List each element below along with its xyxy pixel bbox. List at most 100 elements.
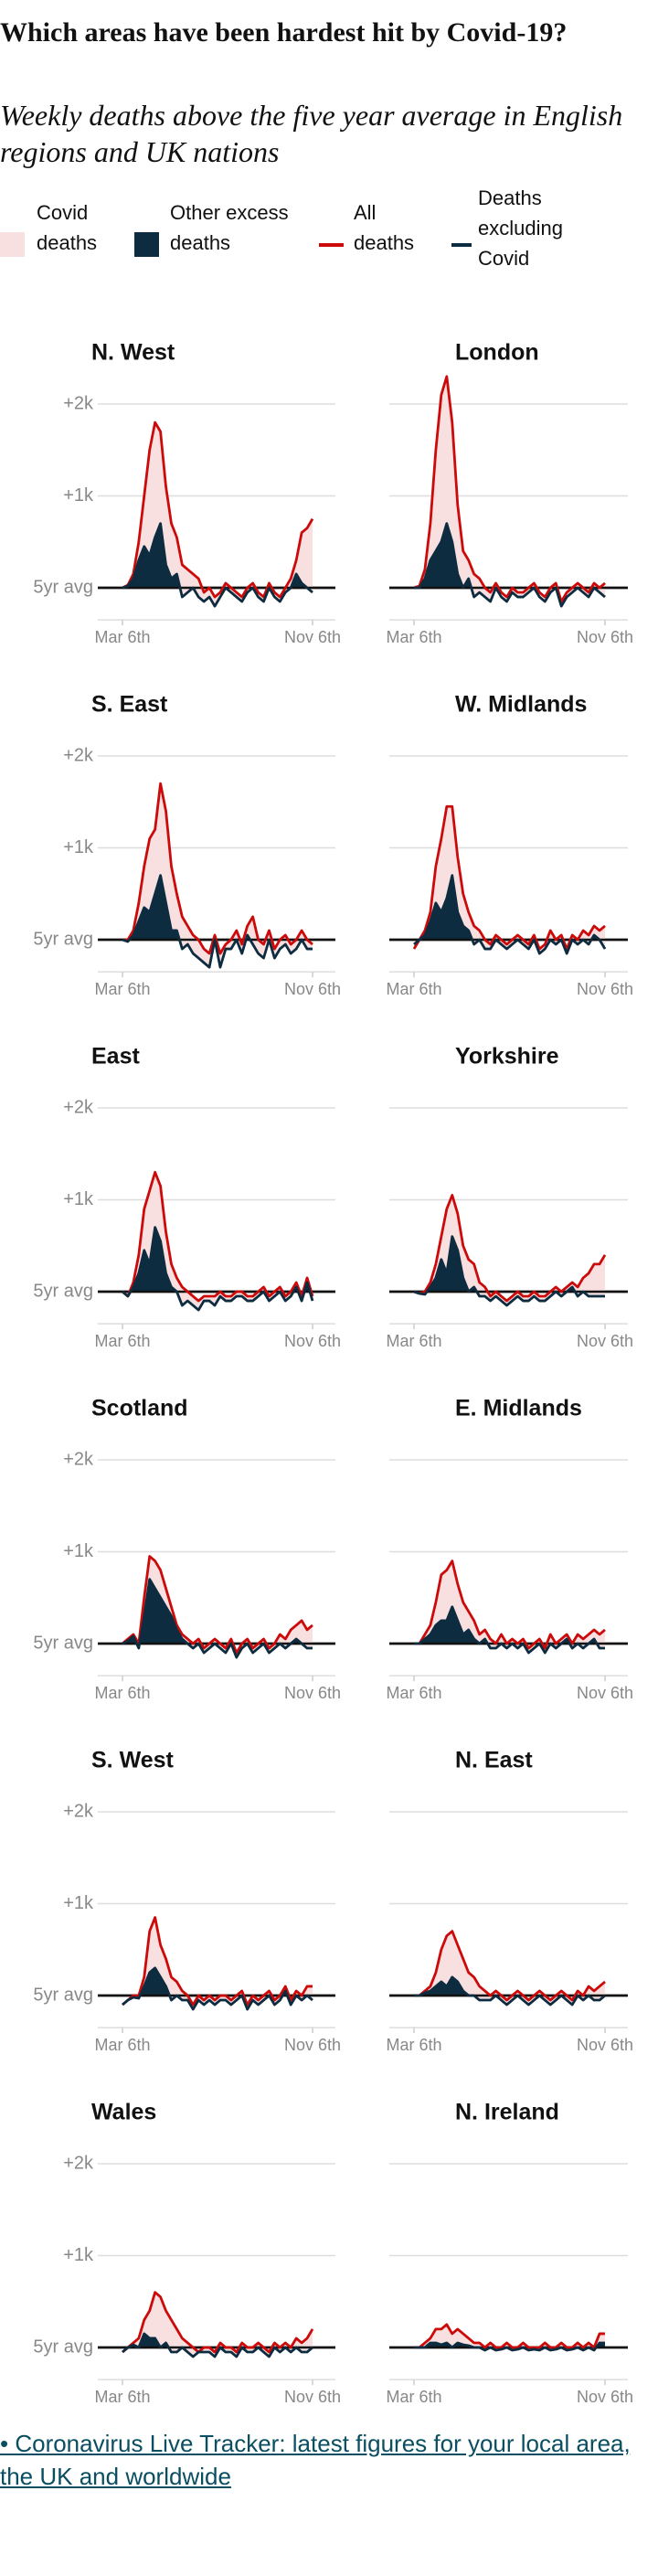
panel-title: Yorkshire (455, 1044, 559, 1070)
panel-title: S. East (91, 692, 168, 718)
series-line (122, 1555, 313, 1655)
y-tick-label: +2k (63, 745, 94, 765)
legend-swatch (0, 232, 25, 257)
series-line (414, 2341, 605, 2352)
x-tick-label: Nov 6th (284, 1332, 341, 1350)
y-tick-label: +1k (63, 485, 94, 506)
x-tick-label: Nov 6th (284, 628, 341, 646)
y-tick-label: 5yr avg (33, 2336, 93, 2357)
series-line (414, 522, 606, 608)
series-line (122, 874, 313, 969)
panel-title: E. Midlands (455, 1396, 582, 1421)
series-line (122, 2291, 314, 2354)
series-line (122, 1916, 313, 2007)
y-tick-label: 5yr avg (33, 577, 93, 597)
legend-label: All deaths (354, 201, 415, 254)
series-line (412, 804, 606, 951)
series-line (122, 782, 313, 955)
series-line (413, 1194, 607, 1303)
x-tick-label: Nov 6th (284, 2388, 341, 2406)
y-tick-label: 5yr avg (33, 1281, 93, 1301)
series-line (414, 1559, 606, 1650)
x-tick-label: Nov 6th (284, 980, 341, 998)
y-tick-label: 5yr avg (33, 1633, 93, 1653)
series-line (122, 522, 313, 608)
series-line (122, 2332, 313, 2358)
x-tick-label: Nov 6th (577, 628, 633, 646)
y-tick-label: +2k (63, 393, 94, 413)
other-excess-area (414, 523, 605, 588)
y-tick-label: +2k (63, 1097, 94, 1117)
other-excess-area (130, 1227, 311, 1292)
panel-title: W. Midlands (455, 692, 587, 718)
x-tick-label: Mar 6th (94, 1332, 150, 1350)
other-excess-area (122, 875, 313, 940)
x-tick-label: Mar 6th (94, 2036, 150, 2054)
other-excess-area (427, 1236, 576, 1292)
legend-swatch (319, 243, 344, 247)
footer-link[interactable]: • Coronavirus Live Tracker: latest figur… (0, 2430, 631, 2490)
other-excess-area (140, 1967, 288, 1996)
series-line (414, 1930, 606, 2002)
covid-area (122, 2292, 313, 2358)
series-line (413, 1235, 605, 1307)
x-tick-label: Mar 6th (94, 628, 150, 646)
title: Which areas have been hardest hit by Cov… (0, 17, 568, 48)
legend-label: Other excess deaths (170, 201, 289, 254)
x-tick-label: Nov 6th (577, 2388, 633, 2406)
covid-area (122, 422, 313, 607)
legend-swatch (134, 232, 159, 257)
x-tick-label: Nov 6th (577, 980, 633, 998)
panel-title: N. East (455, 1748, 533, 1773)
covid-area (122, 1917, 313, 2010)
x-tick-label: Nov 6th (284, 2036, 341, 2054)
panel-title: S. West (91, 1748, 175, 1773)
x-tick-label: Mar 6th (94, 1684, 150, 1702)
covid-area (414, 806, 605, 954)
x-tick-label: Mar 6th (386, 2036, 441, 2054)
series-line (122, 1226, 314, 1312)
panel-title: Scotland (91, 1396, 188, 1421)
x-tick-label: Mar 6th (94, 980, 150, 998)
panel-title: N. West (91, 340, 175, 366)
covid-area (122, 1172, 313, 1311)
y-tick-label: +1k (63, 1893, 94, 1913)
y-tick-label: +2k (63, 2153, 94, 2173)
legend-label: Deaths excluding Covid (478, 186, 563, 270)
panel-title: London (455, 340, 539, 366)
y-tick-label: 5yr avg (33, 1985, 93, 2005)
series-line (413, 375, 606, 603)
y-tick-label: 5yr avg (33, 929, 93, 949)
x-tick-label: Mar 6th (386, 980, 441, 998)
x-tick-label: Mar 6th (94, 2388, 150, 2406)
y-tick-label: +2k (63, 1801, 94, 1821)
panel-title: N. Ireland (455, 2100, 559, 2125)
y-tick-label: +1k (63, 837, 94, 857)
x-tick-label: Mar 6th (386, 1684, 441, 1702)
series-line (414, 2323, 605, 2349)
series-line (413, 874, 607, 955)
x-tick-label: Nov 6th (577, 1684, 633, 1702)
series-line (122, 1966, 313, 2011)
x-tick-label: Mar 6th (386, 628, 441, 646)
series-line (122, 1578, 313, 1659)
series-line (122, 1170, 314, 1303)
x-tick-label: Nov 6th (284, 1684, 341, 1702)
legend-swatch (451, 243, 472, 247)
x-tick-label: Mar 6th (386, 1332, 441, 1350)
series-line (414, 1975, 606, 2007)
subtitle: Weekly deaths above the five year averag… (0, 99, 623, 168)
x-tick-label: Mar 6th (386, 2388, 441, 2406)
series-line (414, 1605, 605, 1655)
legend-label: Covid deaths (37, 201, 98, 254)
series-line (122, 420, 314, 599)
panel-title: Wales (91, 2100, 156, 2125)
y-tick-label: +2k (63, 1449, 94, 1469)
panel-title: East (91, 1044, 140, 1070)
x-tick-label: Nov 6th (577, 2036, 633, 2054)
y-tick-label: +1k (63, 1541, 94, 1561)
other-excess-area (122, 1579, 302, 1644)
x-tick-label: Nov 6th (577, 1332, 633, 1350)
